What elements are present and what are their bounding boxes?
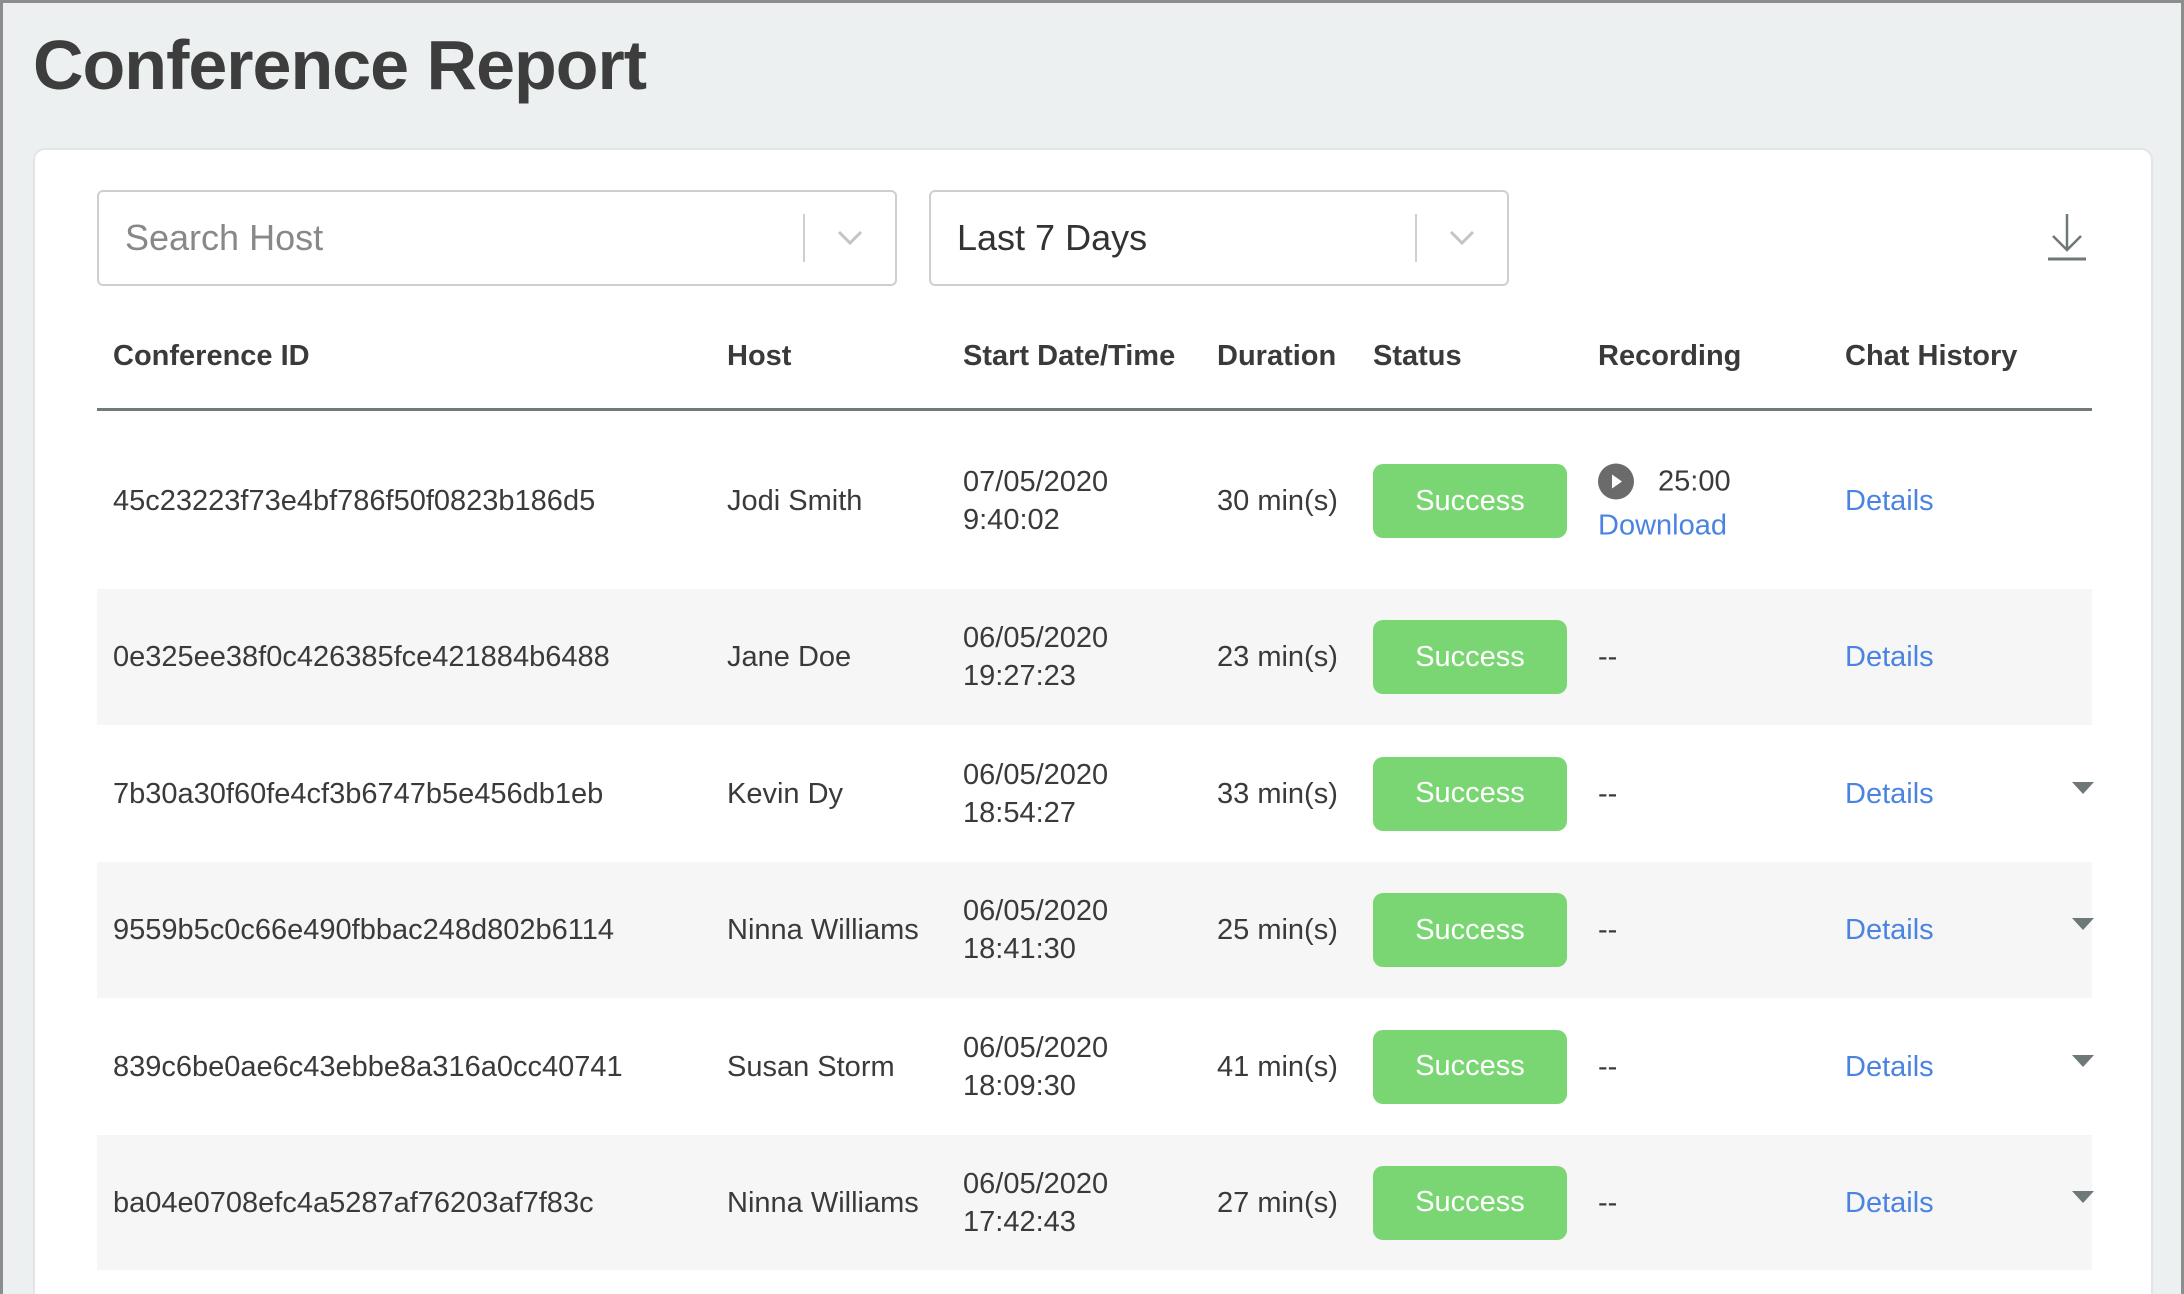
start-time: 17:42:43 [963,1205,1076,1238]
start-date: 07/05/2020 [963,466,1109,498]
chat-details-link[interactable]: Details [1845,914,1934,946]
column-header-host[interactable]: Host [727,340,792,372]
table-row: 7b30a30f60fe4cf3b6747b5e456db1eb Kevin D… [97,725,2094,862]
table-row: 9559b5c0c66e490fbbac248d802b6114 Ninna W… [97,862,2094,998]
conference-id: ba04e0708efc4a5287af76203af7f83c [113,1186,594,1219]
table-row: 839c6be0ae6c43ebbe8a316a0cc40741 Susan S… [97,998,2094,1135]
recording-none: -- [1598,1050,1618,1083]
duration: 30 min(s) [1217,485,1338,517]
recording-length: 25:00 [1658,465,1731,497]
status-badge: Success [1373,464,1567,538]
expand-caret-icon[interactable] [2072,918,2094,930]
status-badge: Success [1373,893,1567,967]
conference-id: 839c6be0ae6c43ebbe8a316a0cc40741 [113,1050,623,1083]
column-header-duration[interactable]: Duration [1217,340,1337,372]
duration: 33 min(s) [1217,777,1338,810]
date-range-dropdown[interactable]: Last 7 Days [929,190,1509,286]
column-header-recording[interactable]: Recording [1598,340,1742,372]
table-row: ba04e0708efc4a5287af76203af7f83c Ninna W… [97,1135,2094,1270]
start-date: 06/05/2020 [963,622,1109,654]
duration: 27 min(s) [1217,1186,1338,1219]
column-header-conference-id[interactable]: Conference ID [113,340,310,372]
start-time: 19:27:23 [963,660,1076,692]
status-badge: Success [1373,1165,1567,1240]
duration: 41 min(s) [1217,1050,1338,1083]
conference-id: 45c23223f73e4bf786f50f0823b186d5 [113,485,596,517]
chat-details-link[interactable]: Details [1845,485,1934,517]
duration: 25 min(s) [1217,914,1338,946]
chat-details-link[interactable]: Details [1845,1186,1934,1219]
column-header-chat-history[interactable]: Chat History [1845,340,2018,372]
divider [803,214,805,262]
host-name: Jodi Smith [727,485,863,517]
report-card: Search Host Last 7 Days Conference ID Ho… [33,148,2153,1294]
page-title: Conference Report [33,26,647,104]
recording-none: -- [1598,1186,1618,1219]
start-time: 18:41:30 [963,933,1076,965]
start-datetime: 06/05/2020 17:42:43 [963,1165,1108,1241]
chat-details-link[interactable]: Details [1845,641,1934,673]
host-name: Kevin Dy [727,777,844,810]
start-datetime: 06/05/2020 19:27:23 [963,619,1108,695]
column-header-start[interactable]: Start Date/Time [963,340,1176,372]
start-date: 06/05/2020 [963,1167,1109,1200]
download-icon[interactable] [2045,212,2089,262]
expand-caret-icon[interactable] [2072,781,2094,794]
chat-details-link[interactable]: Details [1845,1050,1934,1083]
expand-caret-icon[interactable] [2072,1054,2094,1067]
start-time: 9:40:02 [963,504,1060,536]
table-row: 45c23223f73e4bf786f50f0823b186d5 Jodi Sm… [97,413,2092,589]
start-time: 18:09:30 [963,1069,1076,1102]
recording-none: -- [1598,777,1618,810]
start-date: 06/05/2020 [963,758,1109,791]
status-badge: Success [1373,1029,1567,1104]
play-icon[interactable] [1598,463,1634,500]
host-name: Susan Storm [727,1050,895,1083]
start-datetime: 06/05/2020 18:09:30 [963,1029,1108,1105]
host-name: Ninna Williams [727,1186,919,1219]
chevron-down-icon[interactable] [805,230,895,246]
table-row: 0e325ee38f0c426385fce421884b6488 Jane Do… [97,589,2092,725]
column-header-status[interactable]: Status [1373,340,1462,372]
search-host-dropdown[interactable]: Search Host [97,190,897,286]
start-datetime: 07/05/2020 9:40:02 [963,463,1108,539]
table-header: Conference ID Host Start Date/Time Durat… [97,320,2092,411]
duration: 23 min(s) [1217,641,1338,673]
status-badge: Success [1373,756,1567,831]
status-badge: Success [1373,620,1567,694]
conference-id: 7b30a30f60fe4cf3b6747b5e456db1eb [113,777,604,810]
start-date: 06/05/2020 [963,1031,1109,1064]
recording-none: -- [1598,914,1618,946]
download-link[interactable]: Download [1598,509,1727,542]
chevron-down-icon[interactable] [1417,230,1507,246]
conference-id: 0e325ee38f0c426385fce421884b6488 [113,641,610,673]
recording-none: -- [1598,641,1618,673]
host-name: Ninna Williams [727,914,919,946]
expand-caret-icon[interactable] [2072,1190,2094,1203]
start-datetime: 06/05/2020 18:41:30 [963,892,1108,968]
conference-id: 9559b5c0c66e490fbbac248d802b6114 [113,914,615,946]
date-range-value: Last 7 Days [957,217,1148,258]
recording-cell: 25:00 Download [1598,460,1731,543]
start-datetime: 06/05/2020 18:54:27 [963,756,1108,832]
start-date: 06/05/2020 [963,895,1109,927]
start-time: 18:54:27 [963,796,1076,829]
divider [1415,214,1417,262]
host-name: Jane Doe [727,641,852,673]
chat-details-link[interactable]: Details [1845,777,1934,810]
search-host-input[interactable]: Search Host [125,217,324,258]
